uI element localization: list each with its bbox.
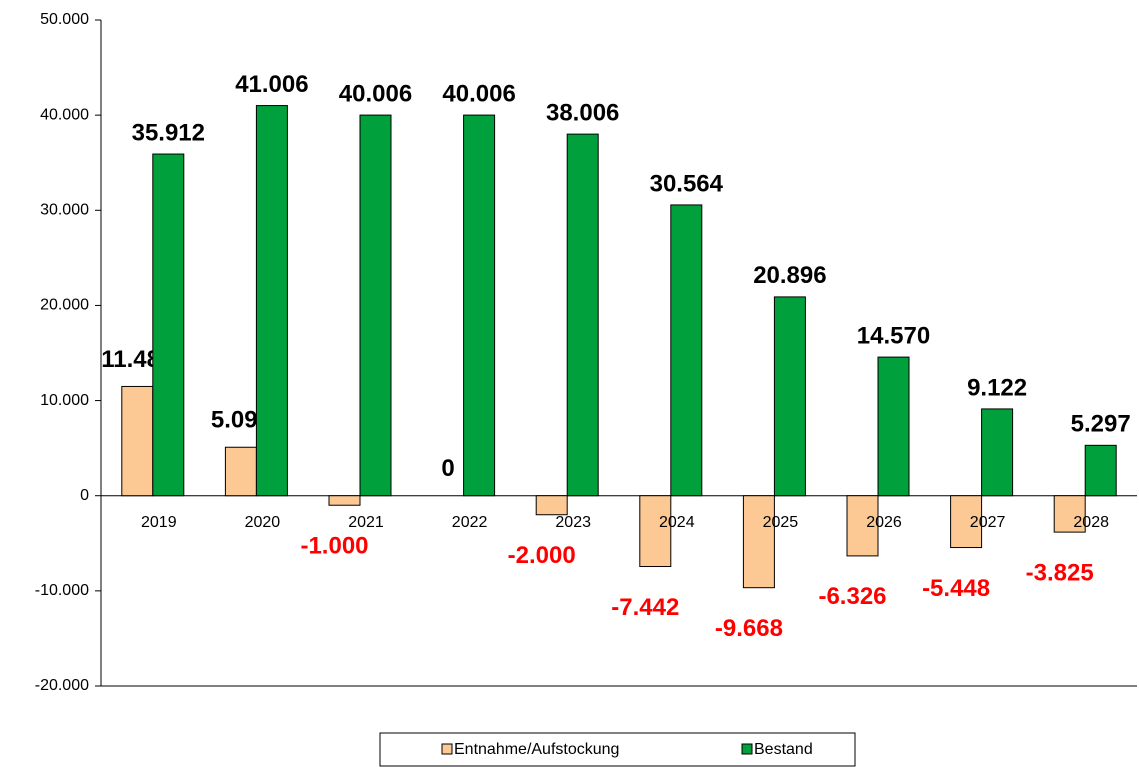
bar: [981, 408, 1014, 497]
legend-box: [379, 732, 856, 767]
bar: [359, 114, 392, 497]
x-tick-label: 2022: [452, 514, 488, 531]
bar: [152, 153, 185, 497]
x-tick-label: 2026: [866, 514, 902, 531]
data-label: 38.006: [546, 99, 619, 126]
legend-label: Entnahme/Aufstockung: [454, 741, 619, 758]
bar: [224, 446, 257, 497]
x-tick-label: 2024: [659, 514, 695, 531]
data-label: 14.570: [857, 322, 930, 349]
x-tick-label: 2023: [555, 514, 591, 531]
y-tick-label: 30.000: [40, 202, 89, 219]
bar: [670, 204, 703, 497]
x-tick-label: 2020: [245, 514, 281, 531]
bar: [121, 385, 154, 497]
data-label: 0: [441, 455, 454, 482]
bar: [255, 105, 288, 497]
legend-swatch: [441, 743, 453, 755]
bar: [328, 495, 361, 506]
data-label: 20.896: [753, 262, 826, 289]
data-label: 41.006: [235, 71, 308, 98]
data-label: -3.825: [1026, 559, 1094, 586]
data-label: 35.912: [132, 119, 205, 146]
y-tick-label: 20.000: [40, 297, 89, 314]
y-tick-label: 50.000: [40, 11, 89, 28]
bar: [950, 495, 983, 549]
x-tick-label: 2019: [141, 514, 177, 531]
legend-label: Bestand: [754, 741, 813, 758]
x-tick-label: 2027: [970, 514, 1006, 531]
y-tick-label: 40.000: [40, 106, 89, 123]
legend-swatch: [741, 743, 753, 755]
x-tick-label: 2025: [763, 514, 799, 531]
data-label: 5.297: [1071, 411, 1131, 438]
data-label: -5.448: [922, 575, 990, 602]
data-label: -1.000: [300, 533, 368, 560]
x-tick-label: 2028: [1073, 514, 1109, 531]
bar: [742, 495, 775, 589]
y-tick-label: -20.000: [35, 677, 89, 694]
y-tick-label: 10.000: [40, 392, 89, 409]
data-label: -2.000: [508, 542, 576, 569]
bar: [1084, 444, 1117, 497]
bar: [773, 296, 806, 497]
data-label: -7.442: [611, 594, 679, 621]
bar: [877, 356, 910, 497]
data-label: 40.006: [442, 80, 515, 107]
bar: [639, 495, 672, 568]
bar: [1053, 495, 1086, 533]
bar: [535, 495, 568, 516]
y-tick-label: 0: [80, 487, 89, 504]
y-tick-label: -10.000: [35, 582, 89, 599]
data-label: 30.564: [650, 170, 724, 197]
data-label: 9.122: [967, 374, 1027, 401]
data-label: 40.006: [339, 80, 412, 107]
data-label: -6.326: [818, 583, 886, 610]
bar: [463, 114, 496, 497]
x-tick-label: 2021: [348, 514, 384, 531]
bar: [566, 133, 599, 497]
bar: [846, 495, 879, 557]
data-label: -9.668: [715, 615, 783, 642]
